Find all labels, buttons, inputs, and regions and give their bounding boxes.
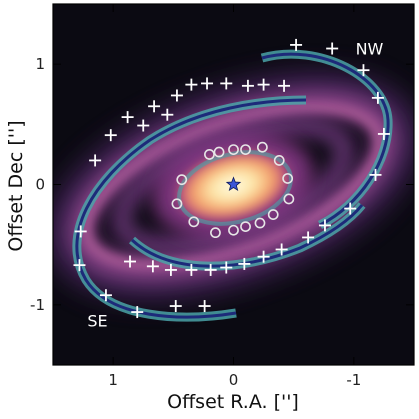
plus-marker bbox=[257, 78, 270, 91]
plus-marker bbox=[146, 260, 159, 273]
plus-marker bbox=[124, 255, 137, 268]
y-tick-label: 0 bbox=[35, 176, 45, 194]
circle-marker bbox=[204, 149, 215, 160]
plus-marker bbox=[204, 263, 217, 276]
model-arc-outer-nw-line bbox=[261, 52, 390, 227]
circle-marker bbox=[256, 141, 268, 153]
region-label: SE bbox=[87, 311, 107, 330]
plus-markers bbox=[73, 38, 390, 319]
plus-marker bbox=[290, 38, 303, 51]
plus-marker bbox=[318, 219, 331, 232]
annotations: NW SE bbox=[87, 40, 383, 331]
circle-marker bbox=[228, 144, 239, 156]
y-tick-label: 1 bbox=[35, 55, 45, 73]
x-axis-label: Offset R.A. [''] bbox=[167, 391, 299, 413]
region-label: NW bbox=[356, 40, 384, 59]
circle-marker bbox=[171, 198, 183, 210]
plus-marker bbox=[371, 91, 384, 104]
plus-marker bbox=[220, 77, 233, 90]
plus-marker bbox=[170, 89, 183, 102]
star-icon bbox=[225, 176, 242, 192]
circle-marker bbox=[283, 193, 295, 205]
axis-ticks bbox=[53, 4, 414, 365]
plus-marker bbox=[357, 64, 370, 77]
x-tick-label: -1 bbox=[346, 371, 361, 389]
plus-marker bbox=[238, 257, 251, 270]
circle-marker bbox=[210, 227, 221, 239]
circle-marker bbox=[254, 217, 266, 229]
plus-marker bbox=[302, 231, 315, 244]
plus-marker bbox=[185, 78, 198, 91]
plus-marker bbox=[257, 250, 270, 263]
plus-marker bbox=[161, 108, 174, 121]
ring-model-tracks bbox=[72, 49, 393, 322]
plus-marker bbox=[169, 300, 182, 313]
model-arc-inner-line bbox=[130, 204, 364, 268]
plus-marker bbox=[241, 79, 254, 92]
plus-marker bbox=[137, 119, 150, 132]
plus-marker bbox=[326, 42, 339, 55]
circle-marker bbox=[240, 144, 251, 156]
plus-marker bbox=[121, 111, 134, 124]
circle-marker bbox=[240, 221, 251, 233]
plus-marker bbox=[201, 77, 214, 90]
plus-marker bbox=[148, 100, 161, 113]
plus-marker bbox=[275, 243, 288, 256]
plus-marker bbox=[185, 263, 198, 276]
circle-marker bbox=[282, 173, 294, 184]
plus-marker bbox=[73, 259, 86, 272]
circle-marker bbox=[267, 209, 279, 220]
plus-marker bbox=[74, 225, 87, 238]
circle-marker bbox=[188, 216, 200, 228]
plot-area bbox=[53, 4, 414, 365]
plus-marker bbox=[99, 289, 112, 302]
y-axis-label: Offset Dec [''] bbox=[5, 120, 27, 251]
model-arc-outer-se-line bbox=[75, 98, 307, 319]
tick-labels: 1 0 -1 1 0 -1 bbox=[30, 55, 361, 389]
plus-marker bbox=[344, 202, 357, 215]
x-tick-label: 1 bbox=[108, 371, 118, 389]
outer-ring-bright bbox=[82, 102, 384, 270]
circle-marker bbox=[228, 224, 239, 236]
plus-marker bbox=[164, 263, 177, 276]
plus-marker bbox=[278, 79, 291, 92]
plus-marker bbox=[377, 127, 390, 140]
y-tick-label: -1 bbox=[30, 296, 45, 314]
plus-marker bbox=[220, 261, 233, 274]
plus-marker bbox=[104, 129, 117, 142]
plus-marker bbox=[369, 168, 382, 181]
circle-marker bbox=[176, 174, 188, 186]
plus-marker bbox=[131, 306, 144, 319]
circle-marker bbox=[213, 146, 225, 158]
plus-marker bbox=[198, 300, 211, 313]
x-tick-label: 0 bbox=[229, 371, 239, 389]
circle-markers bbox=[171, 141, 295, 239]
circle-marker bbox=[273, 155, 285, 166]
plus-marker bbox=[89, 154, 102, 167]
star-marker bbox=[225, 176, 242, 192]
